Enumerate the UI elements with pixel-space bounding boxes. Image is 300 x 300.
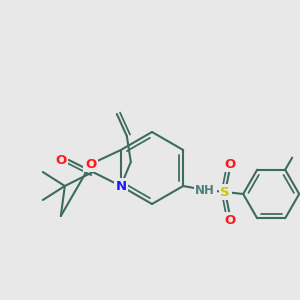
Text: N: N — [115, 179, 126, 193]
Text: S: S — [220, 185, 230, 199]
Text: O: O — [225, 214, 236, 226]
Text: O: O — [85, 158, 96, 170]
Text: O: O — [55, 154, 66, 166]
Text: O: O — [225, 158, 236, 170]
Text: NH: NH — [195, 184, 215, 196]
